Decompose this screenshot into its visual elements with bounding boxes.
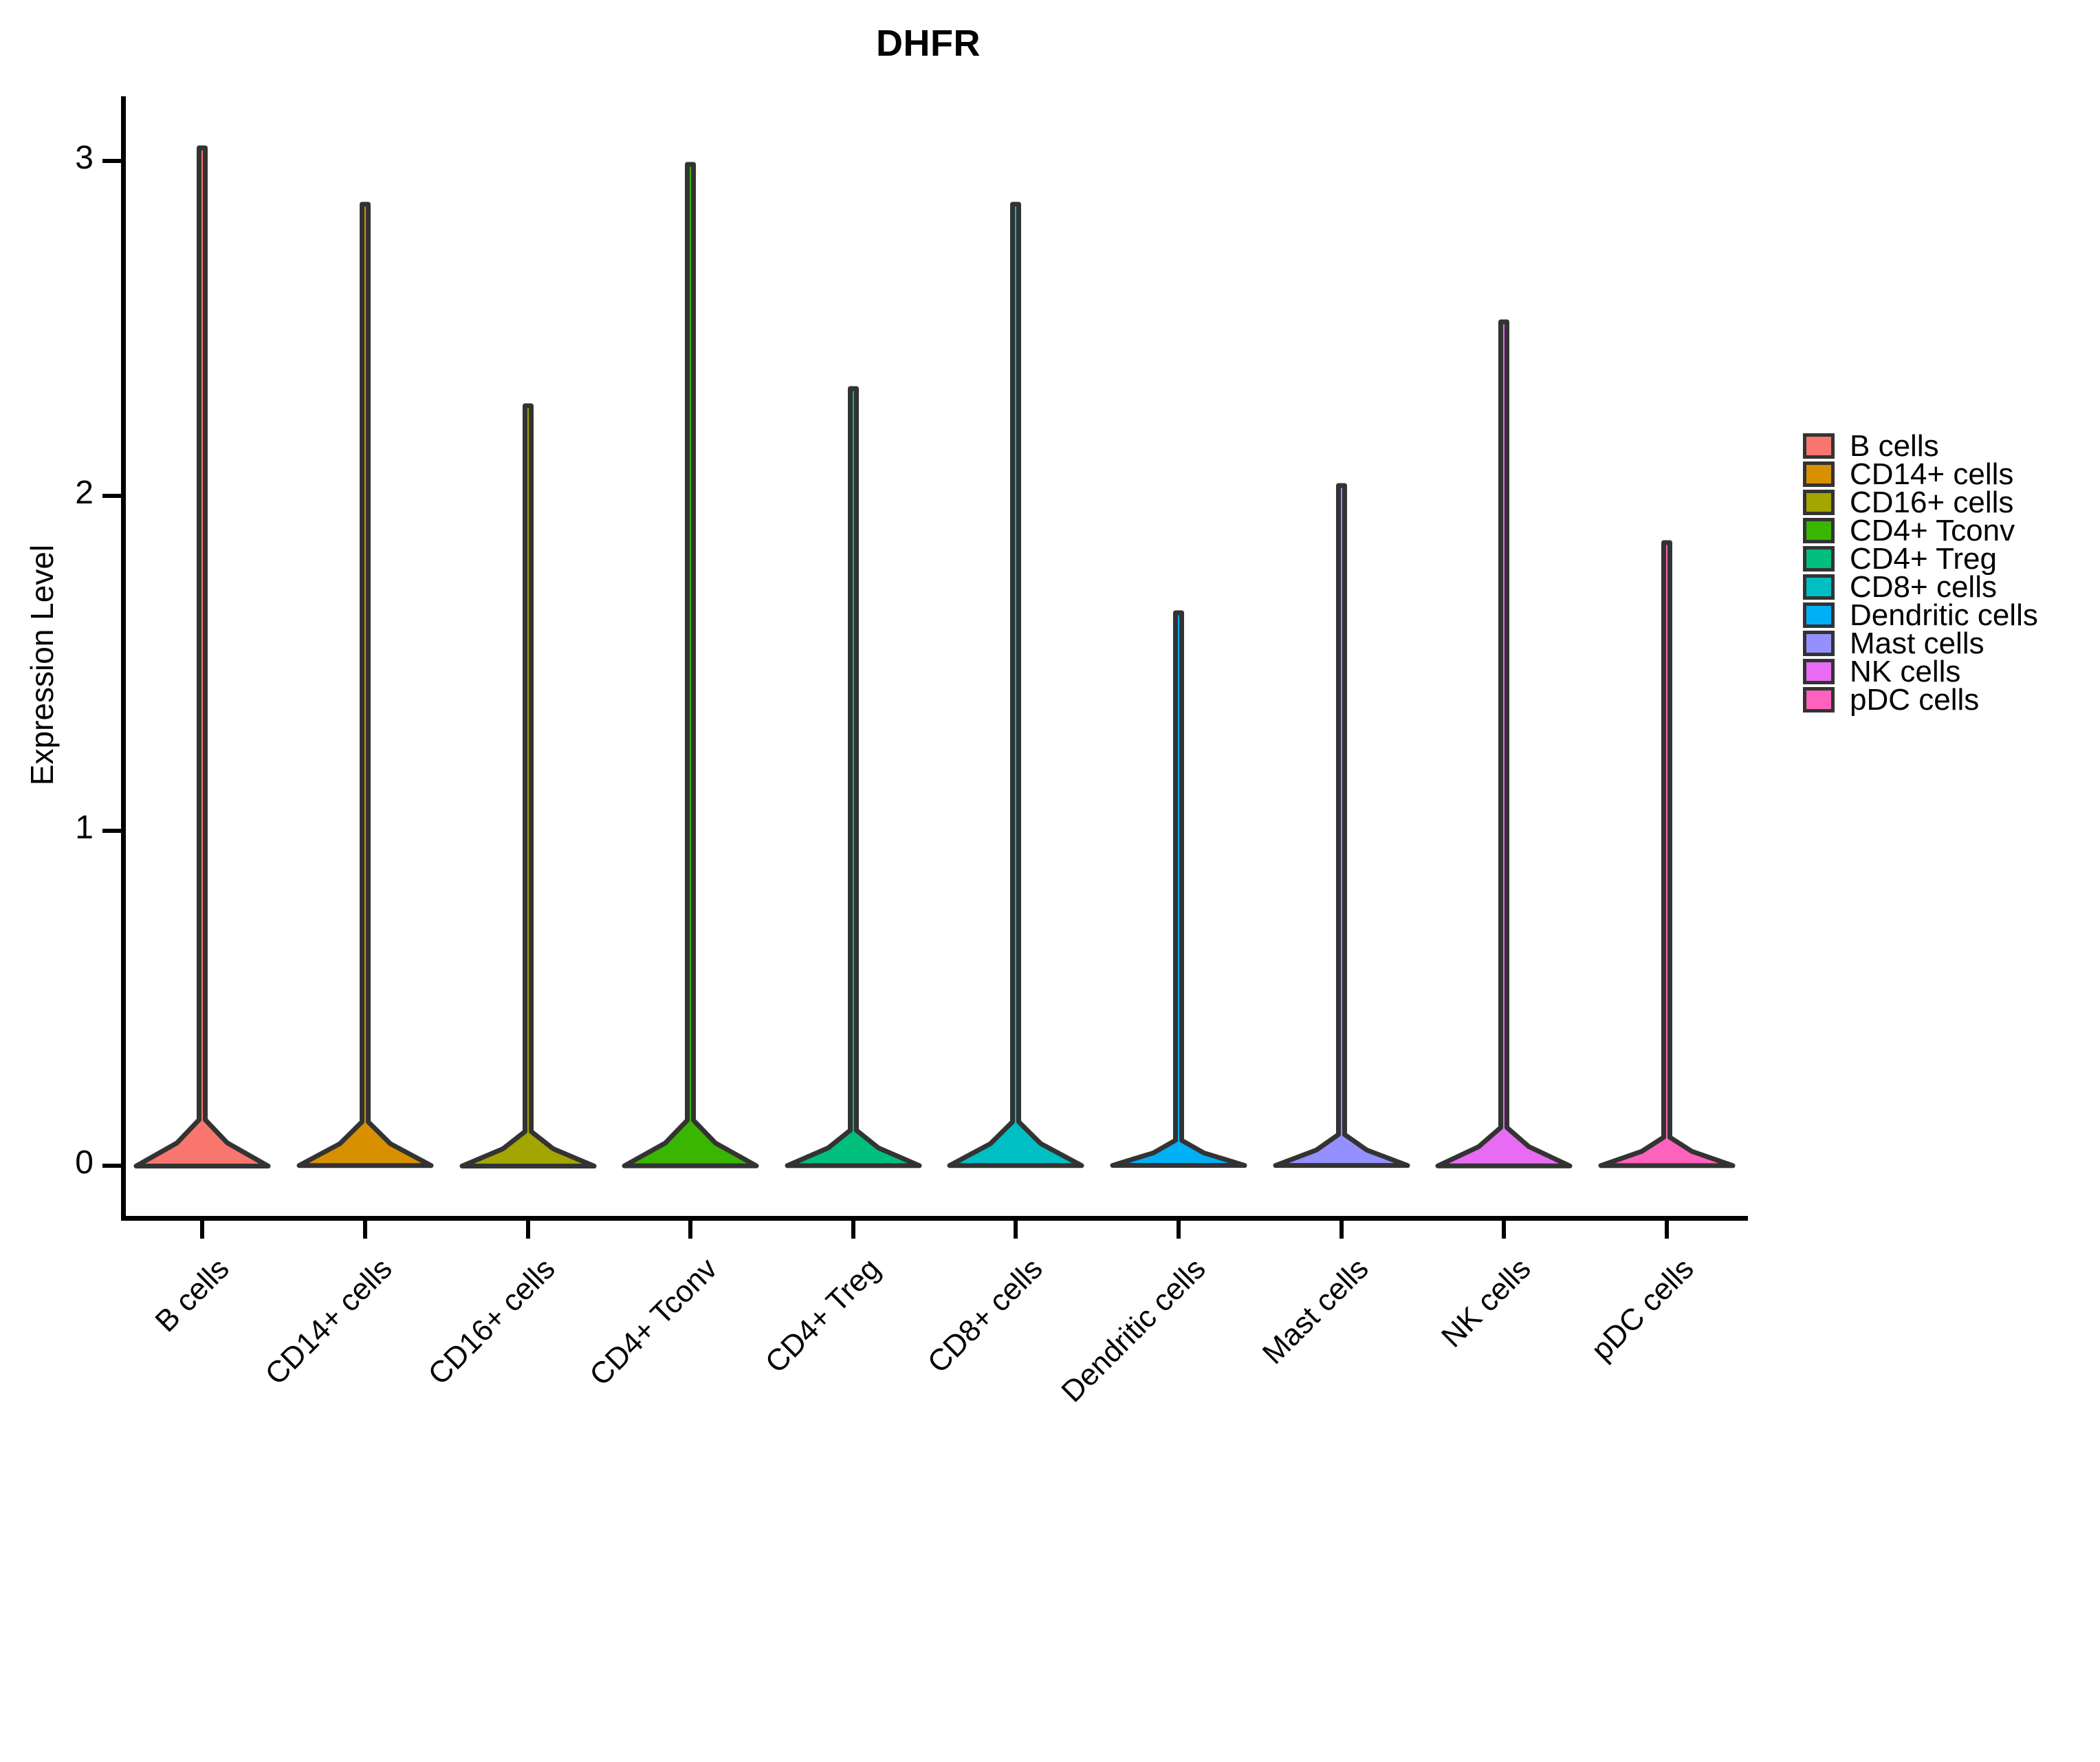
- violin-0: [131, 141, 274, 1186]
- violin-7: [1270, 479, 1413, 1186]
- legend-item-8[interactable]: NK cells: [1803, 654, 2038, 688]
- page-title: DHFR: [876, 23, 981, 64]
- legend-label-0: B cells: [1850, 428, 1939, 463]
- y-tick-0: [102, 1164, 121, 1168]
- x-tick-5: [1014, 1221, 1018, 1239]
- legend-swatch-icon-1: [1803, 461, 1835, 487]
- y-tick-3: [102, 159, 121, 163]
- legend-item-3[interactable]: CD4+ Tconv: [1803, 513, 2038, 547]
- legend-item-9[interactable]: pDC cells: [1803, 682, 2038, 717]
- legend-swatch-icon-4: [1803, 546, 1835, 572]
- legend-label-9: pDC cells: [1850, 682, 1980, 717]
- x-axis-line: [121, 1216, 1748, 1221]
- x-tick-9: [1664, 1221, 1669, 1239]
- y-tick-label-3: 3: [75, 140, 94, 176]
- x-tick-1: [362, 1221, 367, 1239]
- violin-9: [1595, 536, 1738, 1186]
- x-tick-0: [200, 1221, 205, 1239]
- y-tick-1: [102, 829, 121, 833]
- violin-3: [619, 157, 762, 1186]
- legend-item-4[interactable]: CD4+ Treg: [1803, 541, 2038, 576]
- violin-6: [1107, 606, 1250, 1186]
- violin-2: [457, 399, 600, 1186]
- legend-swatch-icon-9: [1803, 687, 1835, 713]
- legend-item-2[interactable]: CD16+ cells: [1803, 485, 2038, 519]
- legend: B cells CD14+ cells CD16+ cells CD4+ Tconv C…: [1803, 428, 2038, 717]
- x-tick-2: [525, 1221, 530, 1239]
- legend-label-8: NK cells: [1850, 654, 1961, 688]
- legend-label-7: Mast cells: [1850, 626, 1984, 660]
- legend-label-6: Dendritic cells: [1850, 598, 2038, 632]
- x-tick-4: [851, 1221, 855, 1239]
- y-tick-2: [102, 494, 121, 498]
- legend-item-6[interactable]: Dendritic cells: [1803, 598, 2038, 632]
- legend-label-1: CD14+ cells: [1850, 457, 2014, 491]
- legend-swatch-icon-0: [1803, 433, 1835, 459]
- x-tick-6: [1176, 1221, 1181, 1239]
- violin-1: [294, 197, 437, 1186]
- x-tick-8: [1502, 1221, 1507, 1239]
- legend-item-1[interactable]: CD14+ cells: [1803, 457, 2038, 491]
- legend-swatch-icon-2: [1803, 490, 1835, 515]
- legend-label-2: CD16+ cells: [1850, 485, 2014, 519]
- y-axis-title: Expression Level: [24, 544, 60, 786]
- y-tick-label-0: 0: [75, 1144, 94, 1181]
- legend-swatch-icon-7: [1803, 631, 1835, 656]
- legend-label-4: CD4+ Treg: [1850, 541, 1997, 576]
- legend-item-5[interactable]: CD8+ cells: [1803, 569, 2038, 604]
- legend-swatch-icon-5: [1803, 574, 1835, 600]
- y-tick-label-2: 2: [75, 475, 94, 511]
- y-tick-label-1: 1: [75, 809, 94, 846]
- y-axis-line: [121, 96, 126, 1221]
- legend-item-0[interactable]: B cells: [1803, 428, 2038, 463]
- violin-4: [782, 382, 925, 1186]
- legend-label-3: CD4+ Tconv: [1850, 513, 2015, 547]
- legend-swatch-icon-3: [1803, 518, 1835, 543]
- legend-item-7[interactable]: Mast cells: [1803, 626, 2038, 660]
- violin-8: [1432, 315, 1575, 1186]
- x-tick-3: [688, 1221, 693, 1239]
- violin-5: [944, 197, 1087, 1186]
- legend-swatch-icon-8: [1803, 659, 1835, 684]
- legend-label-5: CD8+ cells: [1850, 569, 1997, 604]
- x-tick-7: [1339, 1221, 1344, 1239]
- x-tick-label-1: CD14+ cells: [259, 1252, 399, 1392]
- legend-swatch-icon-6: [1803, 602, 1835, 628]
